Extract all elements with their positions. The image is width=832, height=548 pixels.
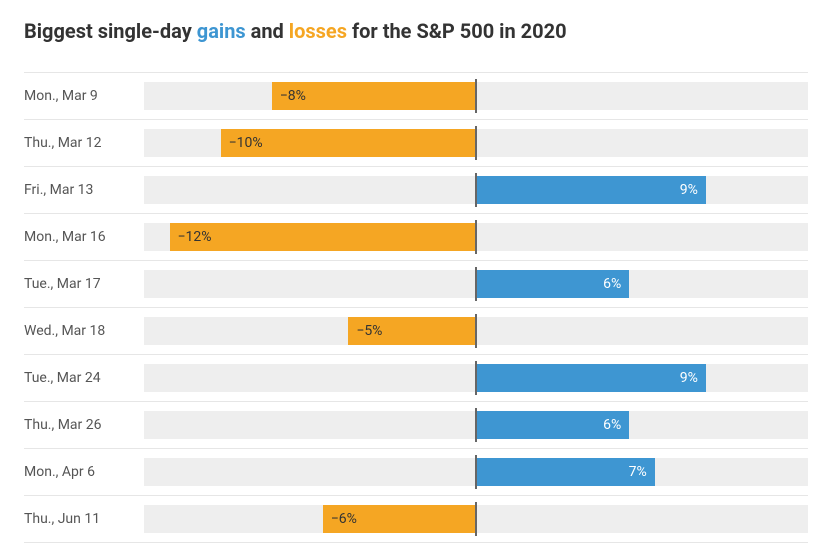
bar-label: −5% [348, 323, 390, 339]
bar-label: 6% [595, 417, 629, 433]
chart-row: Tue., Mar 24 9% [24, 355, 808, 402]
row-track: −10% [144, 129, 808, 157]
title-part: for the S&P 500 in 2020 [347, 19, 567, 43]
zero-line [475, 361, 477, 395]
zero-line [475, 455, 477, 489]
zero-line [475, 408, 477, 442]
row-date: Wed., Mar 18 [24, 323, 144, 339]
loss-bar: −6% [323, 505, 476, 533]
chart-row: Tue., Mar 17 6% [24, 261, 808, 308]
chart-rows: Mon., Mar 9 −8% Thu., Mar 12 −10% Fri., Mar … [24, 72, 808, 543]
title-part: losses [289, 19, 347, 43]
bar-label: −12% [170, 229, 220, 245]
gain-bar: 6% [476, 411, 629, 439]
chart-row: Fri., Mar 13 9% [24, 167, 808, 214]
row-track: −5% [144, 317, 808, 345]
loss-bar: −12% [170, 223, 476, 251]
row-track: 6% [144, 270, 808, 298]
bar-label: −8% [272, 88, 314, 104]
bar-label: 9% [672, 370, 706, 386]
row-date: Mon., Mar 16 [24, 229, 144, 245]
zero-line [475, 267, 477, 301]
row-track: 9% [144, 364, 808, 392]
chart-row: Thu., Mar 12 −10% [24, 120, 808, 167]
chart-container: Biggest single-day gains and losses for … [0, 0, 832, 543]
row-track: 7% [144, 458, 808, 486]
gain-bar: 9% [476, 364, 706, 392]
bar-label: 6% [595, 276, 629, 292]
zero-line [475, 220, 477, 254]
row-date: Thu., Mar 26 [24, 417, 144, 433]
zero-line [475, 79, 477, 113]
chart-row: Wed., Mar 18 −5% [24, 308, 808, 355]
loss-bar: −10% [221, 129, 476, 157]
gain-bar: 6% [476, 270, 629, 298]
row-date: Tue., Mar 24 [24, 370, 144, 386]
bar-label: −10% [221, 135, 271, 151]
zero-line [475, 314, 477, 348]
chart-row: Mon., Apr 6 7% [24, 449, 808, 496]
gain-bar: 7% [476, 458, 655, 486]
row-date: Thu., Jun 11 [24, 511, 144, 527]
gain-bar: 9% [476, 176, 706, 204]
title-part: Biggest single-day [24, 19, 197, 43]
zero-line [475, 173, 477, 207]
zero-line [475, 502, 477, 536]
row-date: Mon., Apr 6 [24, 464, 144, 480]
row-date: Tue., Mar 17 [24, 276, 144, 292]
chart-row: Mon., Mar 9 −8% [24, 72, 808, 120]
row-track: 9% [144, 176, 808, 204]
zero-line [475, 126, 477, 160]
row-date: Thu., Mar 12 [24, 135, 144, 151]
row-track: 6% [144, 411, 808, 439]
title-part: and [246, 19, 289, 43]
row-track: −8% [144, 82, 808, 110]
bar-label: 9% [672, 182, 706, 198]
bar-label: 7% [621, 464, 655, 480]
chart-row: Thu., Jun 11 −6% [24, 496, 808, 543]
row-track: −12% [144, 223, 808, 251]
title-part: gains [197, 19, 246, 43]
chart-title: Biggest single-day gains and losses for … [24, 18, 808, 44]
row-track: −6% [144, 505, 808, 533]
bar-label: −6% [323, 511, 365, 527]
loss-bar: −8% [272, 82, 476, 110]
row-date: Mon., Mar 9 [24, 88, 144, 104]
chart-row: Mon., Mar 16 −12% [24, 214, 808, 261]
loss-bar: −5% [348, 317, 476, 345]
chart-row: Thu., Mar 26 6% [24, 402, 808, 449]
row-date: Fri., Mar 13 [24, 182, 144, 198]
